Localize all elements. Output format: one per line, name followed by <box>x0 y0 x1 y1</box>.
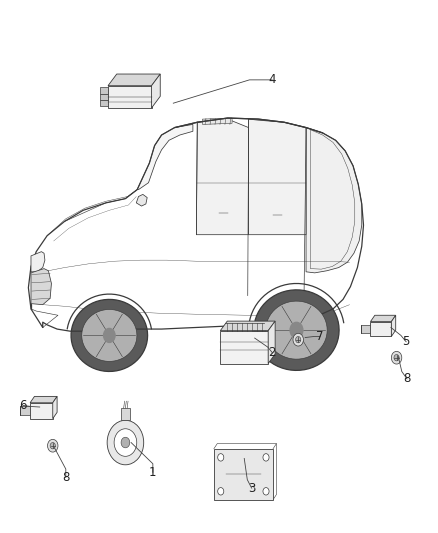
Polygon shape <box>108 86 152 108</box>
Text: 3: 3 <box>248 482 255 495</box>
Circle shape <box>391 351 402 364</box>
Polygon shape <box>306 127 362 273</box>
Polygon shape <box>249 119 306 235</box>
Polygon shape <box>28 118 364 331</box>
Circle shape <box>107 420 144 465</box>
Polygon shape <box>30 397 57 403</box>
Text: 6: 6 <box>19 399 27 412</box>
Polygon shape <box>254 290 339 370</box>
Polygon shape <box>137 124 193 190</box>
Polygon shape <box>152 74 160 108</box>
Polygon shape <box>108 74 160 86</box>
Text: 7: 7 <box>316 330 324 343</box>
Circle shape <box>121 437 130 448</box>
Circle shape <box>290 322 303 338</box>
Text: 5: 5 <box>403 335 410 348</box>
Text: 8: 8 <box>403 373 411 385</box>
Circle shape <box>114 429 137 456</box>
Polygon shape <box>31 269 51 305</box>
Text: 4: 4 <box>268 74 276 86</box>
Polygon shape <box>249 284 344 335</box>
Polygon shape <box>82 310 137 361</box>
Polygon shape <box>371 316 396 321</box>
Polygon shape <box>31 252 45 272</box>
Polygon shape <box>20 407 30 415</box>
Polygon shape <box>30 403 53 419</box>
Circle shape <box>50 442 55 449</box>
Text: 2: 2 <box>268 346 276 359</box>
Polygon shape <box>136 195 147 206</box>
Polygon shape <box>214 449 273 500</box>
Polygon shape <box>220 330 268 364</box>
Circle shape <box>263 454 269 461</box>
Polygon shape <box>121 408 130 420</box>
Polygon shape <box>391 316 396 336</box>
Polygon shape <box>71 300 148 372</box>
Polygon shape <box>53 397 57 419</box>
Circle shape <box>293 333 304 346</box>
Polygon shape <box>100 87 108 94</box>
Circle shape <box>394 354 399 361</box>
Polygon shape <box>361 325 371 333</box>
Circle shape <box>47 439 58 452</box>
Polygon shape <box>220 321 275 330</box>
Polygon shape <box>100 100 108 107</box>
Circle shape <box>218 454 224 461</box>
Polygon shape <box>196 119 249 235</box>
Text: 1: 1 <box>149 466 157 479</box>
Polygon shape <box>202 118 232 124</box>
Circle shape <box>218 488 224 495</box>
Circle shape <box>296 336 301 343</box>
Polygon shape <box>266 301 327 359</box>
Circle shape <box>263 488 269 495</box>
Text: 8: 8 <box>62 471 70 484</box>
Polygon shape <box>268 321 275 364</box>
Polygon shape <box>67 294 152 341</box>
Polygon shape <box>100 94 108 100</box>
Polygon shape <box>371 321 391 336</box>
Circle shape <box>103 328 115 342</box>
